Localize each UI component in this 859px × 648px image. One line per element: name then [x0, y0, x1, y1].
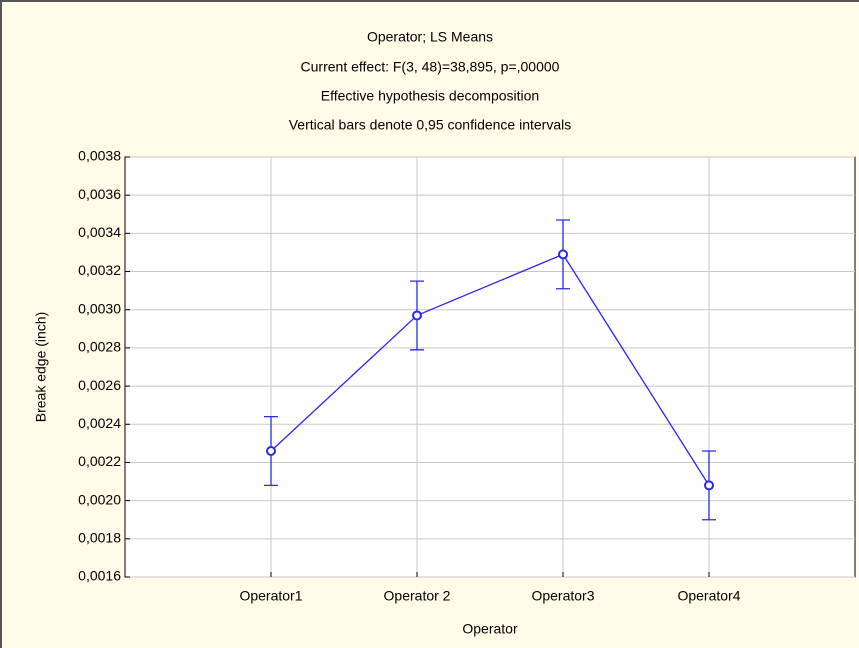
- y-tick-label: 0,0030: [78, 300, 121, 316]
- chart-subtitle: Vertical bars denote 0,95 confidence int…: [289, 117, 572, 133]
- data-point: [266, 446, 276, 456]
- y-tick-label: 0,0038: [78, 148, 121, 164]
- y-tick-label: 0,0020: [78, 491, 121, 507]
- data-point: [704, 480, 714, 491]
- series-line: [270, 253, 710, 486]
- y-tick-label: 0,0034: [78, 224, 121, 240]
- plot-area: [124, 156, 856, 578]
- y-tick-label: 0,0026: [78, 377, 121, 393]
- x-tick-label: Operator3: [531, 588, 594, 604]
- x-tick-label: Operator4: [677, 588, 740, 604]
- x-tick-label: Operator1: [239, 588, 302, 604]
- y-tick-label: 0,0032: [78, 262, 121, 278]
- y-axis-label: Break edge (inch): [33, 312, 49, 423]
- data-point: [412, 310, 422, 321]
- y-tick-label: 0,0018: [78, 530, 121, 546]
- x-tick-label: Operator 2: [384, 588, 451, 604]
- data-point: [558, 249, 568, 260]
- y-tick-label: 0,0036: [78, 186, 121, 202]
- y-tick-label: 0,0028: [78, 339, 121, 355]
- chart-subtitle: Current effect: F(3, 48)=38,895, p=,0000…: [301, 59, 560, 75]
- y-tick-label: 0,0024: [78, 415, 121, 431]
- y-tick-label: 0,0016: [78, 568, 121, 584]
- x-axis-label: Operator: [462, 621, 518, 637]
- y-tick-label: 0,0022: [78, 453, 121, 469]
- chart-subtitle: Effective hypothesis decomposition: [321, 88, 539, 104]
- chart-title: Operator; LS Means: [367, 29, 493, 45]
